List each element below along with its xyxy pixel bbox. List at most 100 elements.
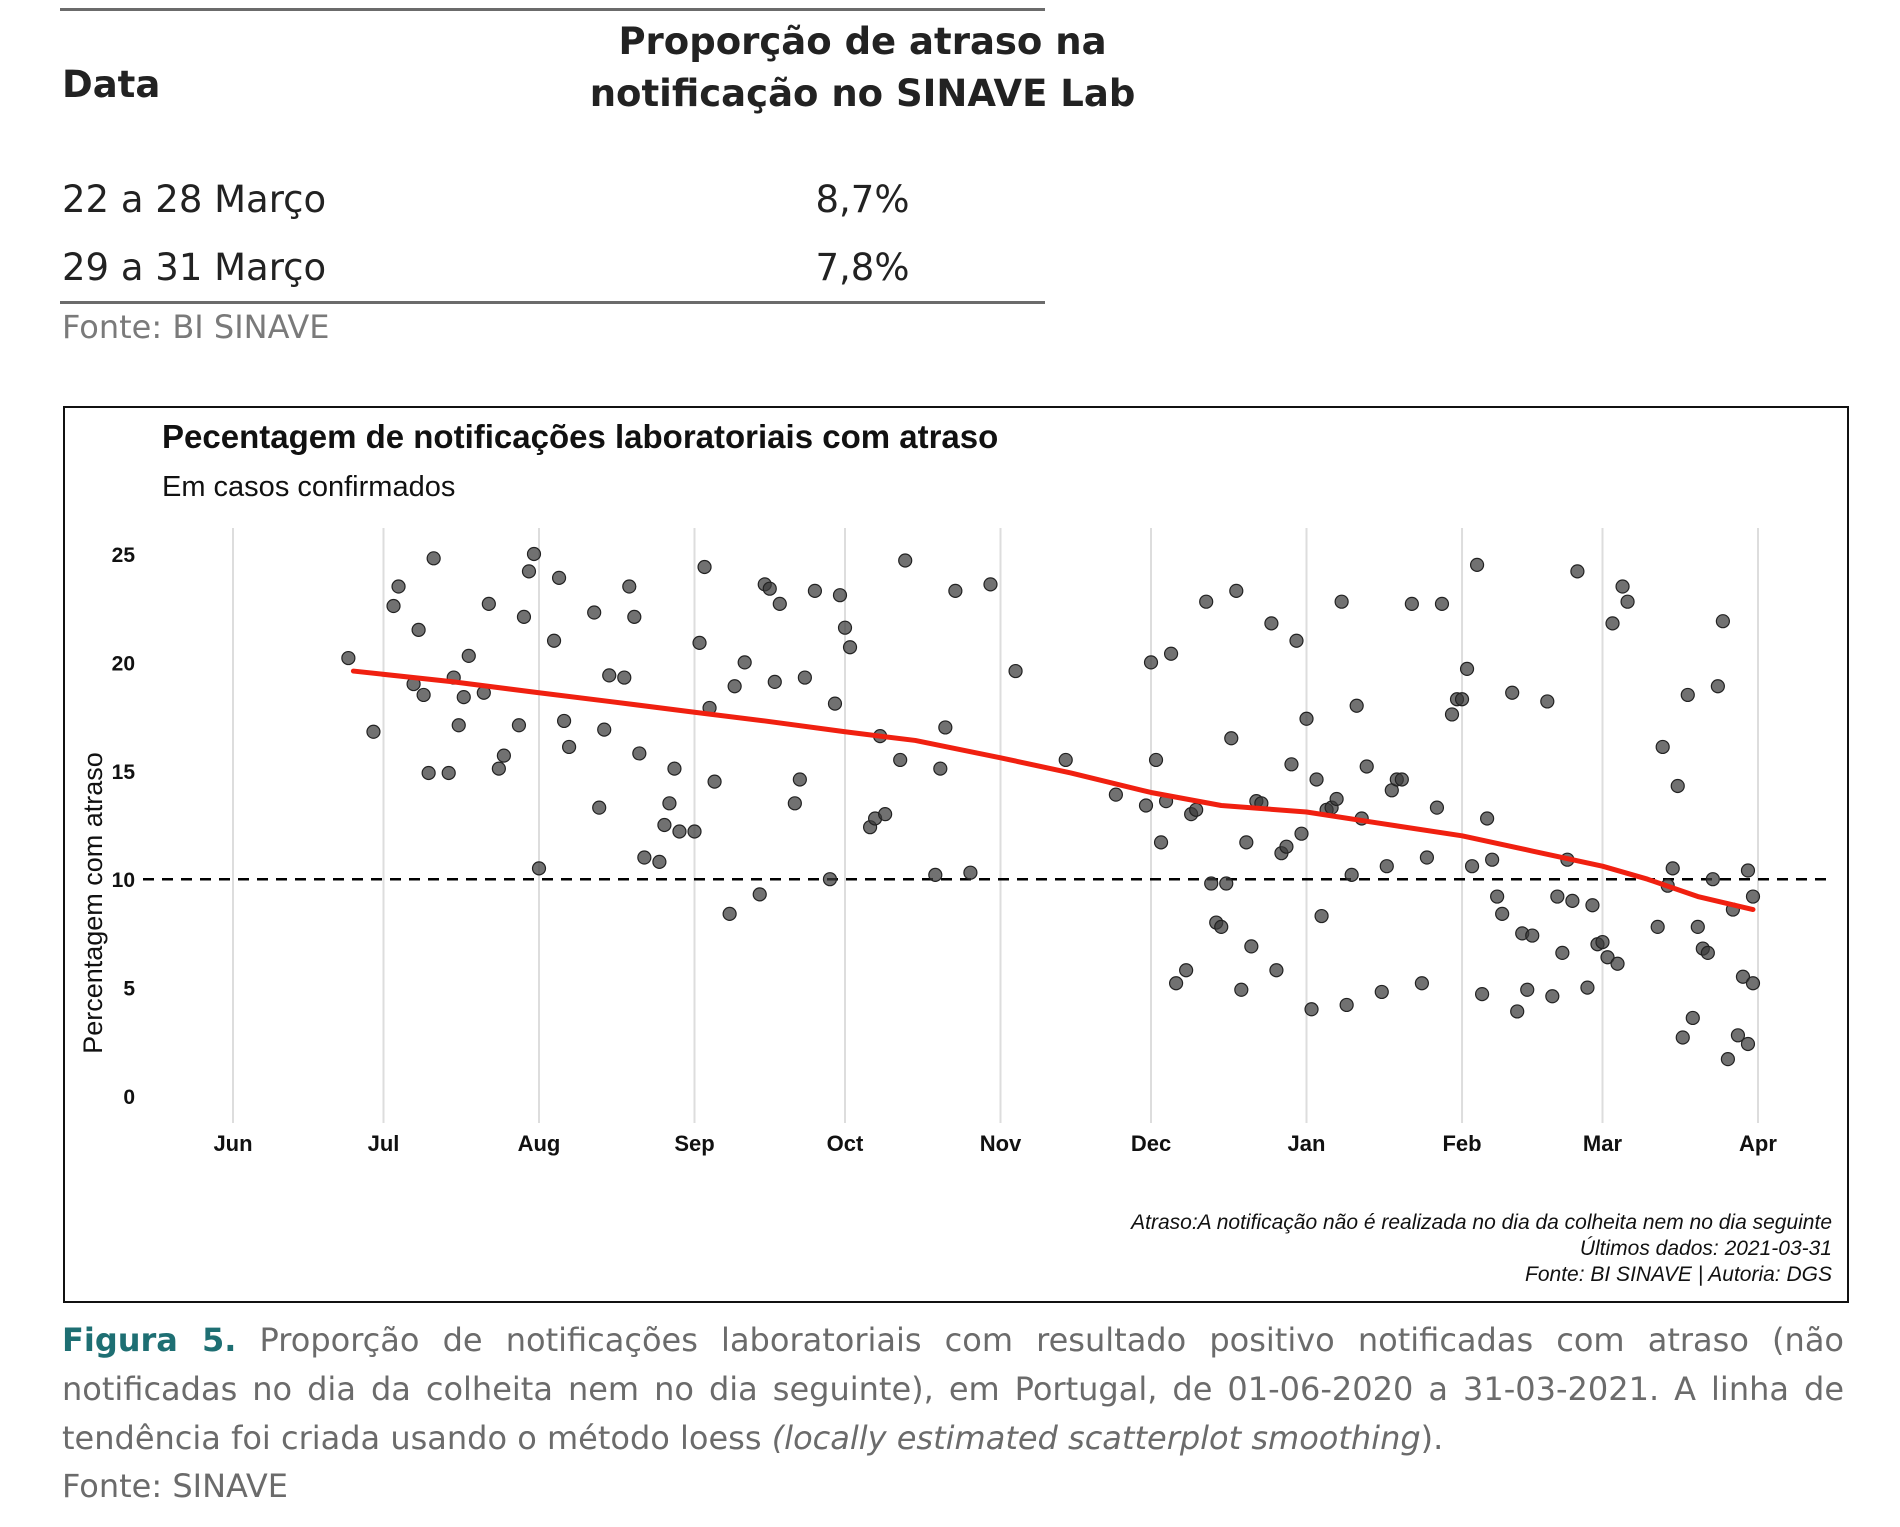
y-tick-label: 20 [112,652,135,675]
data-point [1199,594,1214,609]
data-point [1058,752,1073,768]
data-point [1720,1052,1736,1067]
table-cell-date: 29 a 31 Março [62,246,327,289]
data-point [657,817,672,833]
data-point [1429,800,1445,815]
data-point [546,633,562,648]
data-point [1469,557,1485,572]
data-point [416,687,431,703]
data-point [707,774,722,789]
data-point [1224,731,1239,746]
data-point [1520,982,1535,997]
figure-label: Figura 5. [62,1321,237,1359]
data-point [1214,919,1229,934]
data-point [516,609,532,624]
data-point [1168,976,1184,991]
data-point [837,620,853,635]
data-point [1419,850,1435,865]
data-point [1344,867,1359,882]
figure-caption: Figura 5. Proporção de notificações labo… [62,1316,1844,1463]
data-point [451,718,466,733]
loess-trend-line [350,668,1756,913]
data-point [1710,679,1725,694]
chart-grid [232,528,1759,1123]
data-point [1665,861,1680,876]
data-point [662,796,677,811]
x-tick-label: Jan [1288,1131,1326,1156]
data-point [587,605,602,620]
data-point [1550,889,1565,904]
data-point [491,761,506,776]
data-point [632,746,647,761]
data-point [1239,835,1254,850]
data-point [1580,980,1595,995]
data-point [1349,698,1364,713]
chart-trend [350,668,1756,913]
x-tick-label: Jul [368,1131,400,1156]
data-point [1555,945,1570,961]
y-tick-label: 0 [123,1086,135,1109]
y-tick-label: 15 [112,761,136,784]
data-point [562,739,577,755]
chart-points [341,546,1761,1067]
data-point [481,596,496,611]
data-point [938,720,953,735]
data-point [1279,839,1294,854]
data-point [767,674,782,690]
data-point [1153,835,1169,850]
data-point [737,655,752,670]
data-point [1204,876,1219,891]
data-point [391,579,406,594]
data-point [1740,863,1756,878]
data-point [1314,908,1329,924]
chart-annotation-source: Fonte: BI SINAVE | Autoria: DGS [1525,1263,1832,1286]
data-point [1299,711,1314,726]
data-point [1234,982,1249,997]
data-point [1474,987,1490,1002]
data-point [1444,707,1460,722]
data-point [1359,759,1374,774]
y-axis-label: Percentagem com atraso [78,752,108,1054]
chart-title: Pecentagem de notificações laboratoriais… [162,418,998,455]
data-point [1605,616,1620,631]
data-point [687,824,702,839]
data-point [893,752,908,768]
data-point [1138,798,1154,813]
data-point [772,596,787,611]
table-top-rule [60,8,1045,11]
x-tick-label: Jun [213,1131,252,1156]
data-point [622,579,637,594]
data-point [1309,772,1324,787]
data-point [878,807,893,822]
data-point [827,696,843,711]
data-point [1510,1004,1525,1019]
data-point [692,635,707,650]
data-point [1540,694,1555,709]
data-point [1454,692,1470,707]
data-point [1464,859,1480,874]
data-point [722,906,737,921]
data-point [1715,614,1730,629]
x-tick-label: Mar [1583,1131,1623,1156]
data-point [386,598,401,614]
data-point [1700,945,1715,961]
data-point [1675,1030,1690,1045]
data-point [461,648,476,663]
data-point [1745,976,1761,991]
y-tick-label: 25 [112,544,136,567]
data-point [511,718,527,733]
data-point [1655,739,1670,755]
data-point [526,546,542,562]
x-tick-label: Dec [1131,1131,1171,1156]
data-point [1329,791,1344,807]
table-cell-value: 7,8% [815,246,910,289]
data-point [842,640,858,655]
data-point [1610,956,1625,971]
table-bottom-rule [60,301,1045,304]
data-point [652,854,667,869]
data-point [1685,1010,1700,1026]
data-point [341,650,356,666]
data-point [1490,889,1505,904]
caption-text-end: ). [1420,1419,1444,1457]
data-point [1525,928,1540,943]
